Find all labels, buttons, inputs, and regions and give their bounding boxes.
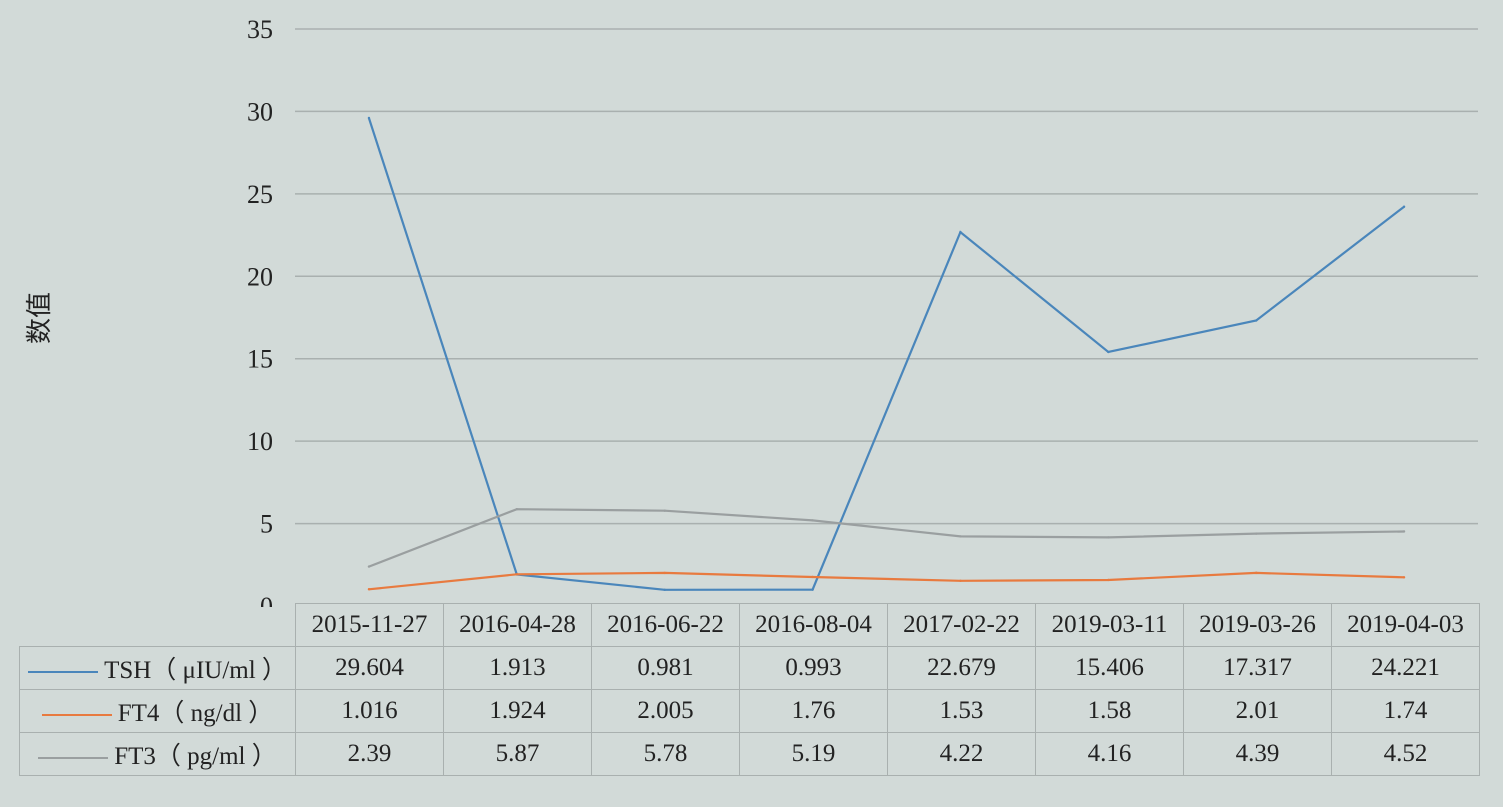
data-point xyxy=(959,535,962,538)
series-name: TSH（ μIU/ml ） xyxy=(104,657,287,684)
table-row: FT3（ pg/ml ） 2.39 5.87 5.78 5.19 4.22 4.16 4.39… xyxy=(19,732,1480,776)
x-category-label: 2019-04-03 xyxy=(1331,603,1480,647)
y-tick-label: 15 xyxy=(247,345,273,374)
data-label: 1.924 xyxy=(443,689,592,733)
table-corner xyxy=(19,603,296,647)
data-point xyxy=(1254,319,1258,322)
data-point xyxy=(515,573,519,576)
data-label: 1.016 xyxy=(295,689,444,733)
legend-swatch xyxy=(38,757,109,760)
data-label: 5.78 xyxy=(591,732,740,776)
data-point xyxy=(663,509,666,512)
x-category-label: 2016-04-28 xyxy=(443,603,592,647)
series-line-1 xyxy=(368,571,1405,591)
series-line-0 xyxy=(367,117,1405,591)
legend-entry: TSH（ μIU/ml ） xyxy=(19,646,296,690)
y-tick-label: 0 xyxy=(260,592,273,607)
series-line-2 xyxy=(368,508,1405,568)
legend-swatch xyxy=(41,714,112,717)
data-label: 4.22 xyxy=(887,732,1036,776)
data-label: 29.604 xyxy=(295,646,444,690)
y-axis-label: 数值 xyxy=(25,292,54,344)
y-tick-label: 25 xyxy=(247,180,273,209)
data-label: 24.221 xyxy=(1331,646,1480,690)
data-table: 2015-11-27 2016-04-28 2016-06-22 2016-08-04… xyxy=(19,603,1480,776)
data-label: 22.679 xyxy=(887,646,1036,690)
data-point xyxy=(1254,532,1258,535)
x-category-label: 2019-03-11 xyxy=(1035,603,1184,647)
table-header-row: 2015-11-27 2016-04-28 2016-06-22 2016-08-04… xyxy=(19,603,1480,647)
data-label: 1.58 xyxy=(1035,689,1184,733)
data-point xyxy=(1107,578,1110,582)
data-label: 2.005 xyxy=(591,689,740,733)
x-category-label: 2017-02-22 xyxy=(887,603,1036,647)
data-label: 2.01 xyxy=(1183,689,1332,733)
data-point xyxy=(959,579,962,582)
table-row: TSH（ μIU/ml ） 29.604 1.913 0.981 0.993 22.679… xyxy=(19,646,1480,690)
data-label: 5.87 xyxy=(443,732,592,776)
data-point xyxy=(1402,576,1406,579)
legend-entry: FT4（ ng/dl ） xyxy=(19,689,296,733)
x-category-label: 2016-08-04 xyxy=(739,603,888,647)
y-tick-label: 20 xyxy=(247,262,273,291)
data-label: 4.16 xyxy=(1035,732,1184,776)
data-label: 0.981 xyxy=(591,646,740,690)
series-name: FT3（ pg/ml ） xyxy=(114,743,277,770)
data-point xyxy=(811,575,814,579)
data-label: 1.76 xyxy=(739,689,888,733)
y-tick-label: 10 xyxy=(247,427,273,456)
y-tick-label: 35 xyxy=(247,15,273,44)
data-label: 1.913 xyxy=(443,646,592,690)
data-point xyxy=(367,588,371,591)
data-label: 0.993 xyxy=(739,646,888,690)
data-point xyxy=(811,588,814,591)
data-point xyxy=(1107,350,1110,354)
data-label: 1.74 xyxy=(1331,689,1480,733)
data-point xyxy=(663,588,666,592)
data-label: 17.317 xyxy=(1183,646,1332,690)
table-row: FT4（ ng/dl ） 1.016 1.924 2.005 1.76 1.53 1.58 2… xyxy=(19,689,1480,733)
x-category-label: 2019-03-26 xyxy=(1183,603,1332,647)
data-point xyxy=(1254,571,1258,575)
line-chart: 0 5 10 15 20 25 30 35 数值 xyxy=(25,15,1478,607)
y-tick-label: 5 xyxy=(260,510,273,539)
data-point xyxy=(367,565,371,568)
data-point xyxy=(367,116,371,120)
x-category-label: 2016-06-22 xyxy=(591,603,740,647)
data-label: 4.52 xyxy=(1331,732,1480,776)
data-point xyxy=(1402,530,1406,533)
series-name: FT4（ ng/dl ） xyxy=(117,700,274,727)
data-point xyxy=(515,508,519,511)
y-tick-label: 30 xyxy=(247,97,273,126)
data-point xyxy=(663,571,666,575)
x-category-label: 2015-11-27 xyxy=(295,603,444,647)
data-label: 2.39 xyxy=(295,732,444,776)
legend-entry: FT3（ pg/ml ） xyxy=(19,732,296,776)
data-label: 15.406 xyxy=(1035,646,1184,690)
data-label: 1.53 xyxy=(887,689,1036,733)
data-point xyxy=(959,230,962,234)
data-label: 4.39 xyxy=(1183,732,1332,776)
data-label: 5.19 xyxy=(739,732,888,776)
data-point xyxy=(811,519,814,522)
data-point xyxy=(1107,536,1110,539)
legend-swatch xyxy=(28,671,99,674)
data-point xyxy=(1402,205,1406,208)
